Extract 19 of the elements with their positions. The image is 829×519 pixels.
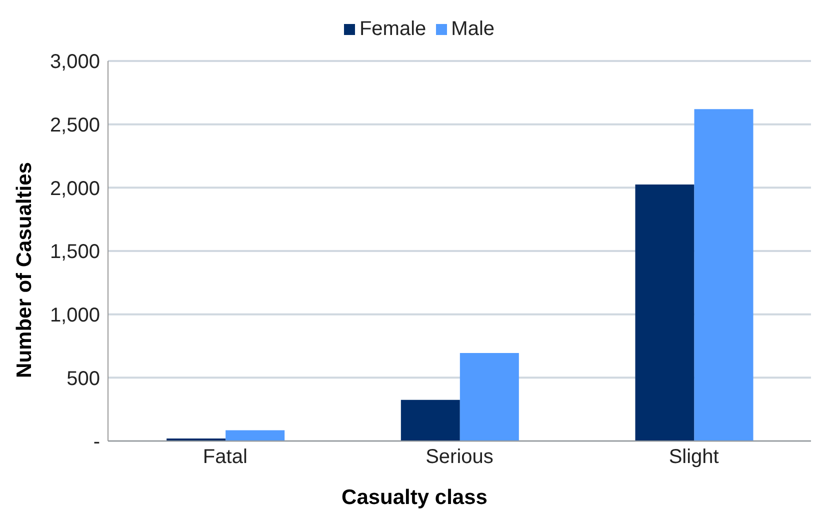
x-tick-label: Serious — [426, 446, 494, 468]
bar — [400, 400, 460, 441]
x-axis-title: Casualty class — [340, 486, 488, 510]
y-tick-label: - — [93, 431, 100, 454]
bar — [635, 184, 694, 441]
legend-label: Female — [359, 18, 426, 40]
y-tick-label: 2,500 — [50, 114, 100, 136]
y-tick-label: 500 — [66, 368, 100, 390]
y-tick-label: 3,000 — [50, 51, 100, 74]
legend-label: Male — [451, 18, 495, 40]
y-tick-label: 1,000 — [50, 304, 100, 326]
y-axis-title: Number of Casualties — [13, 162, 37, 378]
y-tick-label: 2,000 — [50, 178, 100, 200]
x-tick-label: Fatal — [202, 446, 248, 468]
y-tick-label: 1,500 — [50, 241, 100, 264]
bar — [226, 430, 285, 441]
x-tick-label: Slight — [668, 446, 720, 468]
bar — [694, 109, 754, 441]
bar — [460, 352, 519, 441]
